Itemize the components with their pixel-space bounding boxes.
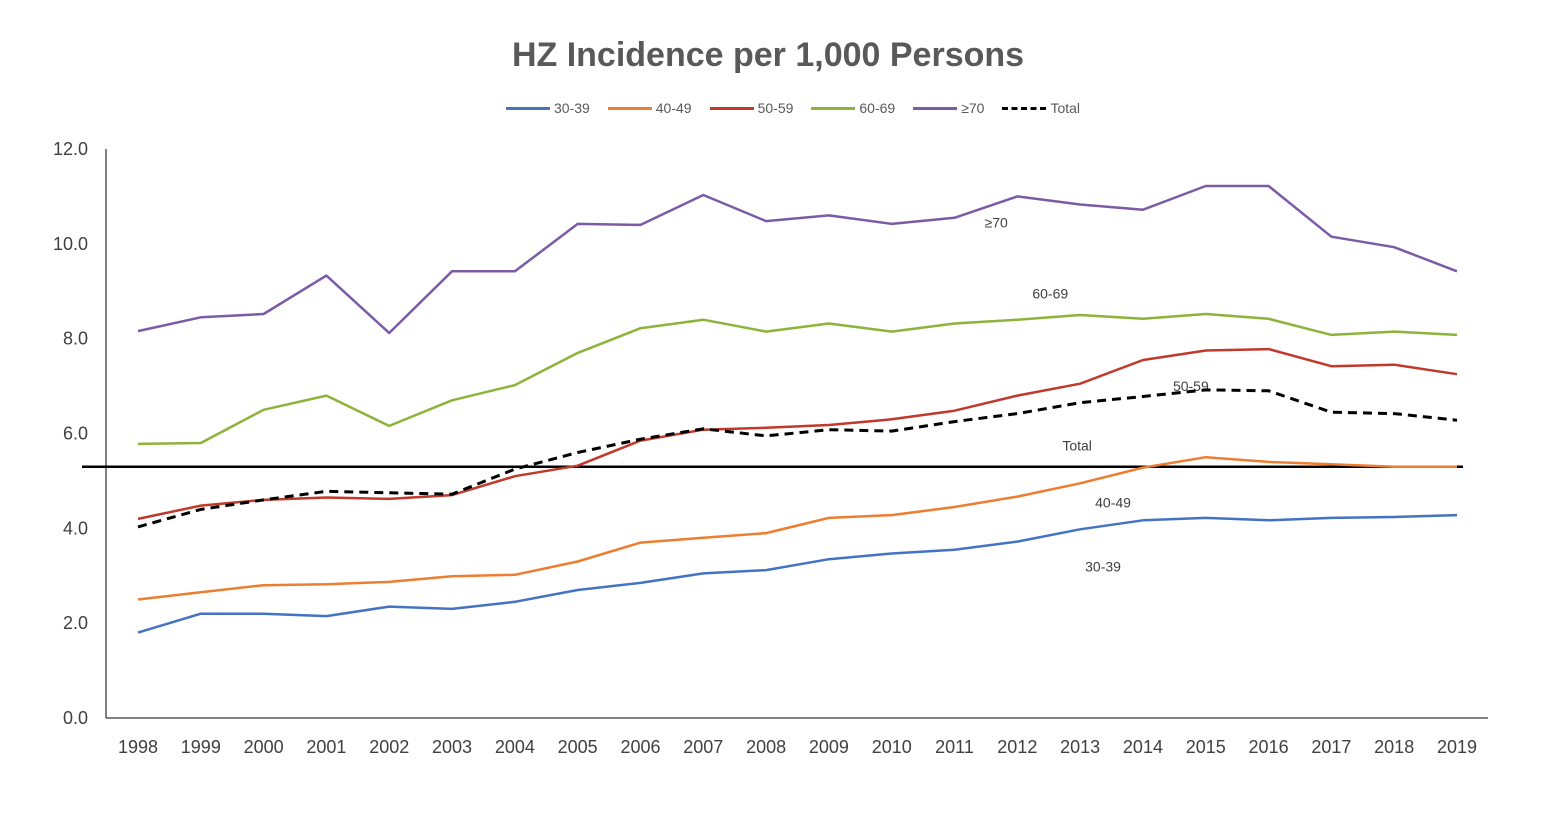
legend-label: 40-49 bbox=[655, 100, 692, 116]
legend-swatch bbox=[811, 106, 856, 110]
legend-label: ≥70 bbox=[961, 100, 985, 116]
legend-item: ≥70 bbox=[913, 100, 984, 116]
legend-item: 40-49 bbox=[607, 100, 692, 116]
x-tick-label: 1998 bbox=[118, 737, 158, 757]
x-tick-label: 2015 bbox=[1186, 737, 1226, 757]
y-tick-label: 12.0 bbox=[53, 139, 88, 159]
series-data-label: 40-49 bbox=[1095, 494, 1131, 510]
x-tick-label: 2012 bbox=[997, 737, 1037, 757]
y-tick-label: 6.0 bbox=[63, 424, 88, 444]
legend: 30-39 40-49 50-59 60-69 ≥70 Total bbox=[0, 100, 1546, 116]
series-data-label: 60-69 bbox=[1032, 286, 1068, 302]
legend-swatch bbox=[1002, 106, 1047, 110]
x-tick-label: 2009 bbox=[809, 737, 849, 757]
legend-swatch bbox=[913, 106, 958, 110]
series-line-6069 bbox=[137, 312, 1458, 446]
x-tick-label: 2018 bbox=[1374, 737, 1414, 757]
series-line-Total bbox=[137, 388, 1458, 529]
legend-swatch bbox=[505, 106, 550, 110]
x-tick-label: 2006 bbox=[620, 737, 660, 757]
x-tick-label: 2003 bbox=[432, 737, 472, 757]
series-line-4049 bbox=[137, 455, 1457, 601]
y-tick-label: 4.0 bbox=[63, 518, 88, 538]
x-tick-label: 2008 bbox=[746, 737, 786, 757]
series-line-70 bbox=[137, 184, 1458, 335]
x-tick-label: 1999 bbox=[181, 737, 221, 757]
x-tick-label: 2017 bbox=[1311, 737, 1351, 757]
legend-item: 60-69 bbox=[811, 100, 895, 116]
legend-item: 50-59 bbox=[709, 100, 794, 116]
x-tick-label: 2002 bbox=[369, 737, 409, 757]
y-tick-label: 8.0 bbox=[63, 329, 88, 349]
series-data-label: ≥70 bbox=[985, 214, 1008, 230]
series-data-label: 50-59 bbox=[1173, 378, 1209, 394]
x-tick-label: 2019 bbox=[1437, 737, 1477, 757]
legend-swatch bbox=[709, 106, 754, 110]
legend-item: Total bbox=[1002, 100, 1080, 116]
series-line-5059 bbox=[137, 347, 1458, 521]
x-tick-label: 2000 bbox=[244, 737, 284, 757]
x-tick-label: 2016 bbox=[1249, 737, 1289, 757]
series-line-3039 bbox=[137, 513, 1458, 634]
y-tick-label: 10.0 bbox=[53, 234, 88, 254]
y-tick-label: 0.0 bbox=[63, 708, 88, 728]
legend-label: Total bbox=[1050, 100, 1081, 116]
legend-label: 50-59 bbox=[757, 100, 794, 116]
x-tick-label: 2014 bbox=[1123, 737, 1163, 757]
x-tick-label: 2010 bbox=[872, 737, 912, 757]
x-tick-label: 2004 bbox=[495, 737, 535, 757]
series-data-label: 30-39 bbox=[1085, 558, 1121, 574]
x-tick-label: 2001 bbox=[306, 737, 346, 757]
x-tick-label: 2005 bbox=[558, 737, 598, 757]
x-tick-label: 2011 bbox=[935, 737, 974, 757]
legend-label: 30-39 bbox=[553, 100, 590, 116]
y-tick-label: 2.0 bbox=[63, 613, 88, 633]
chart-title: HZ Incidence per 1,000 Persons bbox=[511, 36, 1025, 74]
legend-item: 30-39 bbox=[505, 100, 590, 116]
legend-label: 60-69 bbox=[859, 100, 896, 116]
x-tick-label: 2007 bbox=[683, 737, 723, 757]
legend-swatch bbox=[607, 106, 652, 110]
x-tick-label: 2013 bbox=[1060, 737, 1100, 757]
series-data-label: Total bbox=[1062, 437, 1092, 453]
